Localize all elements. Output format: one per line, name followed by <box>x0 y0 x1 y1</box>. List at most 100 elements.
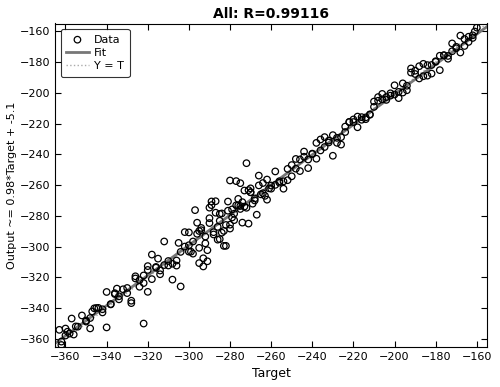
Data <box>304 165 312 171</box>
Data <box>111 290 119 296</box>
Data <box>197 225 205 231</box>
Data <box>181 229 189 235</box>
Data <box>181 243 189 250</box>
Data <box>234 202 242 209</box>
Title: All: R=0.99116: All: R=0.99116 <box>213 7 329 21</box>
Data <box>255 182 263 188</box>
Data <box>236 180 244 186</box>
Data <box>337 142 345 148</box>
Data <box>320 144 328 150</box>
Data <box>346 119 354 125</box>
Data <box>62 325 70 332</box>
Data <box>238 199 246 205</box>
Data <box>428 70 436 77</box>
Data <box>263 176 271 183</box>
Data <box>420 61 428 67</box>
Data <box>444 53 452 59</box>
Data <box>210 229 218 235</box>
Data <box>374 98 382 104</box>
Data <box>72 323 80 329</box>
Data <box>136 284 143 290</box>
Data <box>152 264 160 270</box>
Data <box>164 258 172 264</box>
Data <box>82 318 90 324</box>
Data <box>234 196 242 202</box>
Data <box>240 187 248 194</box>
Data <box>132 273 140 279</box>
Data <box>62 332 70 339</box>
Data <box>468 32 476 38</box>
Data <box>452 45 460 51</box>
Data <box>333 140 341 146</box>
Data <box>191 207 199 213</box>
Data <box>115 293 123 300</box>
Data <box>240 204 248 210</box>
Data <box>148 276 156 282</box>
Data <box>98 306 106 312</box>
Data <box>216 217 224 224</box>
Data <box>156 267 164 274</box>
Data <box>195 228 203 234</box>
Data <box>140 320 147 327</box>
Data <box>370 98 378 104</box>
Data <box>316 136 324 142</box>
Data <box>424 72 432 79</box>
Data <box>350 119 358 125</box>
Data <box>216 236 224 242</box>
Data <box>246 189 254 195</box>
Data <box>399 89 407 96</box>
Data <box>346 119 354 125</box>
Data <box>464 34 472 40</box>
Data <box>244 187 252 193</box>
Data <box>272 182 280 188</box>
Data <box>200 255 207 261</box>
Data <box>66 330 74 337</box>
Data <box>58 339 66 345</box>
Data <box>56 353 64 359</box>
Data <box>263 197 271 203</box>
Data <box>90 305 98 312</box>
Data <box>242 160 250 166</box>
Data <box>144 263 152 269</box>
Data <box>206 215 214 221</box>
Data <box>136 277 143 283</box>
Data <box>222 243 230 249</box>
Data <box>440 52 448 58</box>
Data <box>111 291 119 297</box>
Data <box>246 185 254 192</box>
Data <box>246 189 254 195</box>
Data <box>411 71 419 77</box>
Data <box>436 67 444 73</box>
Data <box>448 40 456 46</box>
Data <box>156 271 164 277</box>
Data <box>74 324 82 330</box>
Data <box>432 58 440 64</box>
Data <box>394 95 402 101</box>
Data <box>230 211 238 217</box>
Data <box>228 214 236 221</box>
Data <box>214 236 222 243</box>
Data <box>324 139 332 146</box>
Data <box>394 89 402 95</box>
Data <box>128 300 136 306</box>
Data <box>226 226 234 232</box>
Data <box>374 94 382 100</box>
Data <box>185 242 193 248</box>
Data <box>185 248 193 255</box>
Data <box>366 111 374 118</box>
Data <box>102 324 110 330</box>
Data <box>172 257 180 264</box>
Data <box>174 240 182 246</box>
Data <box>202 233 209 240</box>
Data <box>362 116 370 122</box>
Data <box>399 80 407 86</box>
Data <box>284 166 292 172</box>
Data <box>308 151 316 157</box>
Data <box>86 325 94 332</box>
Data <box>415 63 423 69</box>
Data <box>473 24 481 31</box>
Data <box>220 228 228 234</box>
Data <box>154 255 162 262</box>
Data <box>208 199 216 205</box>
Data <box>82 319 90 325</box>
